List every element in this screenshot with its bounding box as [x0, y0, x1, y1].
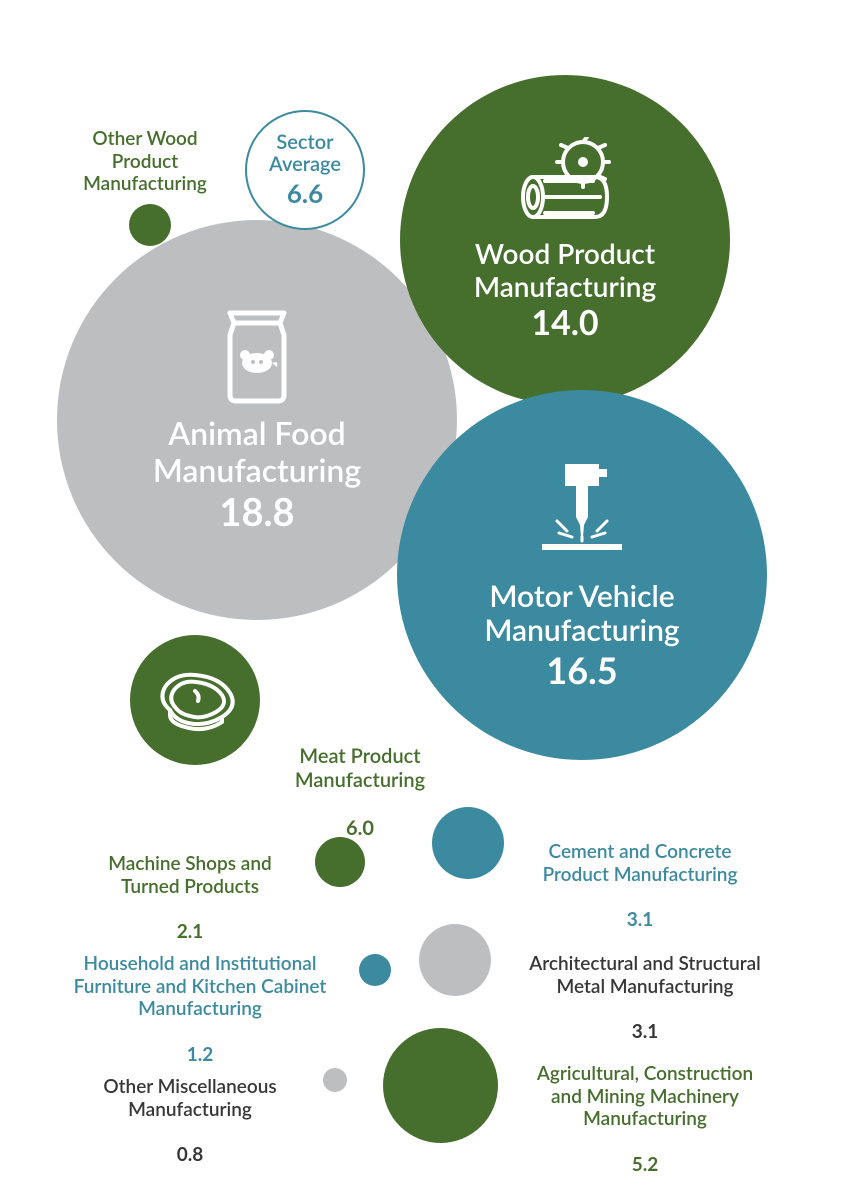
- label-meat-product-value: 6.0: [346, 816, 374, 840]
- label-arch-metal-text: Architectural and Structural Metal Manuf…: [529, 952, 761, 998]
- bubble-wood-product-label: Wood Product Manufacturing: [474, 237, 656, 301]
- bubble-motor-vehicle-value: 16.5: [546, 648, 617, 692]
- bubble-wood-product-value: 14.0: [531, 302, 598, 343]
- bubble-motor-vehicle: Motor Vehicle Manufacturing 16.5: [397, 390, 767, 760]
- bubble-furniture-cabinet: [359, 954, 391, 986]
- label-furniture-cabinet: Household and Institutional Furniture an…: [50, 930, 350, 1067]
- label-ag-construction-value: 5.2: [632, 1153, 659, 1176]
- label-ag-construction: Agricultural, Construction and Mining Ma…: [510, 1040, 780, 1177]
- bubble-machine-shops: [315, 837, 365, 887]
- label-other-wood-value: 1.8: [132, 218, 159, 241]
- bubble-ag-construction: [383, 1028, 498, 1143]
- bubble-other-misc: [323, 1068, 347, 1092]
- bubble-cement-concrete: [432, 807, 504, 879]
- sector-average-label: Sector Average: [269, 131, 341, 175]
- label-other-wood-text: Other Wood Product Manufacturing: [83, 127, 207, 196]
- bubble-animal-food-value: 18.8: [219, 489, 294, 535]
- steak-icon: [150, 665, 240, 735]
- label-machine-shops: Machine Shops and Turned Products 2.1: [70, 830, 310, 944]
- label-meat-product-text: Meat Product Manufacturing: [295, 744, 425, 792]
- label-other-misc: Other Miscellaneous Manufacturing 0.8: [80, 1053, 300, 1167]
- label-cement-concrete-text: Cement and Concrete Product Manufacturin…: [543, 840, 738, 886]
- bubble-animal-food-label: Animal Food Manufacturing: [153, 415, 361, 489]
- label-arch-metal: Architectural and Structural Metal Manuf…: [505, 930, 785, 1044]
- bubble-meat-product: [130, 635, 260, 765]
- bubble-motor-vehicle-label: Motor Vehicle Manufacturing: [484, 579, 679, 648]
- label-other-misc-text: Other Miscellaneous Manufacturing: [103, 1075, 276, 1121]
- wood-icon: [505, 137, 625, 227]
- sector-average-bubble: Sector Average 6.6: [245, 110, 365, 230]
- label-other-wood: Other Wood Product Manufacturing 1.8: [45, 105, 245, 242]
- label-machine-shops-text: Machine Shops and Turned Products: [108, 852, 271, 898]
- label-ag-construction-text: Agricultural, Construction and Mining Ma…: [537, 1062, 753, 1131]
- drill-icon: [527, 459, 637, 569]
- animal-food-icon: [212, 305, 302, 405]
- bubble-wood-product: Wood Product Manufacturing 14.0: [400, 75, 730, 405]
- label-other-misc-value: 0.8: [177, 1143, 204, 1166]
- bubble-arch-metal: [419, 924, 491, 996]
- label-cement-concrete: Cement and Concrete Product Manufacturin…: [520, 818, 760, 932]
- label-cement-concrete-value: 3.1: [627, 908, 654, 931]
- label-meat-product: Meat Product Manufacturing 6.0: [270, 720, 450, 840]
- label-furniture-cabinet-text: Household and Institutional Furniture an…: [74, 952, 327, 1021]
- sector-average-value: 6.6: [287, 177, 323, 209]
